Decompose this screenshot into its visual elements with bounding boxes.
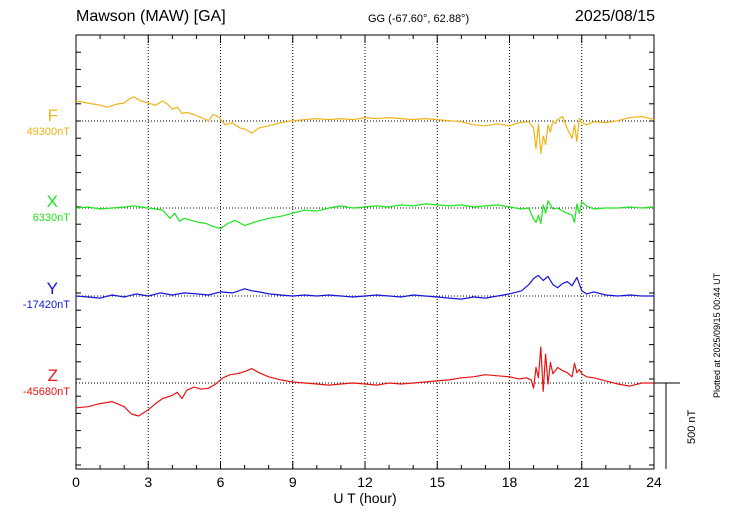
series-line-f [75,96,655,155]
component-name: X [46,192,58,211]
axis-ticks [75,34,655,469]
series-lines [75,96,655,417]
component-label-f: F 49300nT [2,106,70,138]
x-tick-label: 12 [357,474,373,490]
component-name: Y [46,279,58,298]
x-tick-labels: 0 3 6 9 12 15 18 21 24 [72,474,662,490]
baseline-value: -17420nT [22,299,70,311]
series-line-y [75,274,654,300]
x-tick-label: 18 [502,474,518,490]
scale-bar [654,382,680,469]
component-name: F [47,106,58,125]
geographic-coordinates: GG (-67.60°, 62.88°) [368,13,470,25]
component-name: Z [47,366,58,385]
x-axis-label: U T (hour) [333,490,396,506]
x-tick-label: 0 [72,474,80,490]
series-line-x [75,200,655,230]
component-label-y: Y -17420nT [2,279,70,311]
x-tick-label: 21 [574,474,590,490]
plot-date: 2025/08/15 [574,8,655,25]
x-tick-label: 3 [144,474,152,490]
x-tick-label: 15 [429,474,445,490]
scale-bar-label: 500 nT [686,409,698,444]
baseline-value: 6330nT [32,212,70,224]
baseline-value: -45680nT [22,386,70,398]
grid-lines [76,35,654,469]
component-label-x: X 6330nT [2,192,70,224]
x-tick-label: 6 [217,474,225,490]
x-tick-label: 9 [289,474,297,490]
baseline-value: 49300nT [26,126,70,138]
component-label-z: Z -45680nT [2,366,70,398]
plotted-timestamp: Plotted at 2025/09/15 00:44 UT [712,272,722,398]
series-line-z [75,346,654,417]
station-title: Mawson (MAW) [GA] [76,8,226,25]
x-tick-label: 24 [646,474,662,490]
